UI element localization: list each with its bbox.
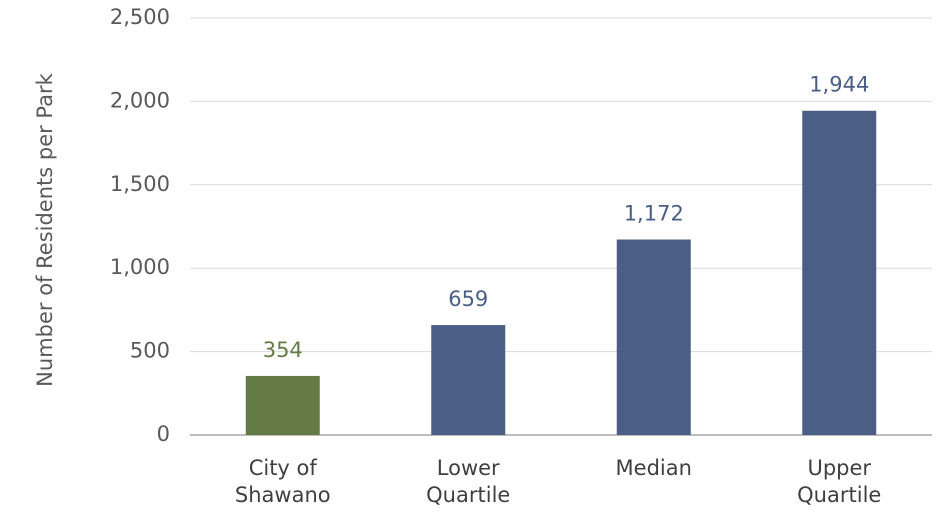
y-tick-label: 2,000 [110, 88, 170, 112]
data-label: 1,172 [624, 202, 684, 226]
bar [802, 110, 877, 436]
bar [245, 375, 320, 435]
x-tick-label: Median [615, 456, 692, 480]
bar [616, 239, 691, 435]
y-tick-label: 1,500 [110, 172, 170, 196]
x-tick-label: City of Shawano [234, 456, 331, 507]
data-label: 659 [448, 287, 488, 311]
y-tick-label: 500 [130, 339, 170, 363]
y-tick-label: 1,000 [110, 255, 170, 279]
x-tick-label: Upper Quartile [797, 456, 882, 507]
y-tick-label: 2,500 [110, 5, 170, 29]
y-tick-label: 0 [157, 422, 170, 446]
data-label: 354 [263, 338, 303, 362]
data-label: 1,944 [809, 73, 869, 97]
y-axis-label: Number of Residents per Park [33, 73, 57, 387]
x-tick-label: Lower Quartile [426, 456, 511, 507]
bar [431, 325, 506, 435]
